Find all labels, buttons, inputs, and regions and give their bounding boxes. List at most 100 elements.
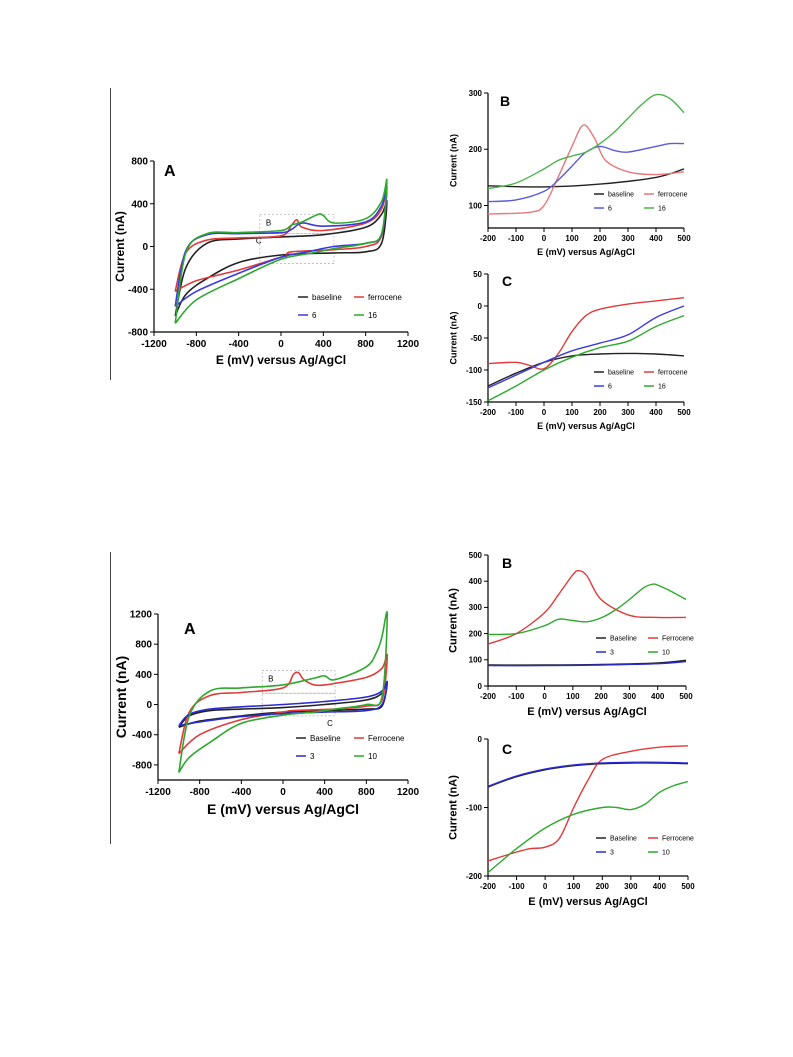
chart-fig1-panel-c: -200 -100 0 100 200 300 400 500 -150 -100 -50 0 50 E … [448, 270, 691, 431]
legend-label: ferrocene [368, 293, 402, 302]
y-tick-label: -100 [466, 803, 483, 812]
y-tick-label: 200 [469, 145, 483, 154]
legend-label: 10 [368, 752, 377, 761]
legend-label: 3 [610, 849, 614, 856]
inset-box-b [259, 214, 335, 235]
legend-label: 16 [658, 205, 666, 212]
y-tick-label: -800 [132, 760, 152, 771]
y-axis-label: Current (nA) [448, 134, 458, 187]
x-tick-label: -200 [480, 408, 497, 417]
y-axis-label: Current (nA) [447, 775, 459, 840]
x-axis-label: E (mV) versus Ag/AgCl [537, 421, 635, 431]
annotation-c: C [327, 719, 333, 728]
legend-label: Baseline [610, 835, 637, 842]
y-tick-label: 400 [469, 577, 483, 586]
y-axis-label: Current (nA) [113, 211, 127, 282]
x-tick-label: -100 [508, 408, 525, 417]
series-line-baseline [487, 352, 685, 387]
annotation-c: C [256, 237, 262, 246]
chart-fig1-panel-b: -200 -100 0 100 200 300 400 500 100 200 300 E (mV) … [448, 89, 691, 257]
y-tick-label: -400 [128, 285, 148, 296]
panel-label: C [502, 741, 512, 757]
legend-label: baseline [608, 369, 634, 376]
series-line-ferrocene [178, 653, 388, 755]
x-tick-label: 0 [278, 339, 284, 350]
x-tick-label: 300 [624, 882, 638, 891]
series-line-ferrocene [487, 124, 685, 215]
series-line-ferrocene [174, 185, 388, 293]
y-tick-label: 400 [131, 199, 148, 210]
x-tick-label: -100 [508, 692, 525, 701]
x-tick-label: -800 [190, 787, 210, 798]
legend-label: Ferrocene [662, 635, 694, 642]
legend-label: 6 [608, 205, 612, 212]
panel-label: A [184, 621, 196, 638]
y-axis-label: Current (nA) [447, 588, 459, 653]
series-line-baseline [487, 168, 685, 188]
chart-fig2-panel-a: -1200 -800 -400 0 400 800 1200 -800 -400 0 400 800 1… [113, 610, 420, 818]
x-tick-label: 400 [651, 692, 665, 701]
x-tick-label: 500 [679, 692, 693, 701]
x-tick-label: 100 [565, 234, 579, 243]
y-tick-label: 0 [478, 735, 483, 744]
left-divider-2 [110, 552, 111, 844]
x-tick-label: -800 [186, 339, 206, 350]
legend-label: ferrocene [658, 369, 688, 376]
x-tick-label: -200 [480, 692, 497, 701]
x-tick-label: -200 [480, 882, 497, 891]
x-tick-label: 0 [543, 882, 548, 891]
series-line-10 [487, 780, 689, 874]
legend-label: ferrocene [658, 191, 688, 198]
x-axis-label: E (mV) versus Ag/AgCl [207, 801, 359, 817]
x-tick-label: 200 [596, 882, 610, 891]
y-tick-label: 500 [469, 551, 483, 560]
x-tick-label: 400 [653, 882, 667, 891]
legend-label: Ferrocene [662, 835, 694, 842]
series-line-3 [178, 680, 388, 727]
x-tick-label: 200 [593, 408, 607, 417]
y-tick-label: -150 [466, 398, 483, 407]
x-tick-label: 300 [621, 408, 635, 417]
left-divider-1 [110, 88, 111, 380]
x-tick-label: 200 [594, 692, 608, 701]
annotation-b: B [268, 675, 273, 684]
annotation-b: B [266, 218, 271, 227]
legend-label: baseline [312, 293, 342, 302]
x-tick-label: -400 [229, 339, 249, 350]
series-line-10 [178, 611, 388, 773]
x-tick-label: 1200 [397, 339, 420, 350]
series-line-16 [487, 93, 685, 190]
y-tick-label: -50 [470, 334, 482, 343]
legend-label: 10 [662, 849, 670, 856]
x-tick-label: 0 [542, 408, 547, 417]
y-tick-label: 1200 [130, 610, 153, 621]
y-tick-label: 800 [131, 157, 148, 168]
series-line-ferrocene [487, 745, 689, 862]
y-tick-label: -400 [132, 730, 152, 741]
chart-fig2-panel-b: -200 -100 0 100 200 300 400 500 0 100 200 300 400 500… [447, 551, 694, 718]
x-tick-label: 400 [316, 787, 333, 798]
x-tick-label: -200 [480, 234, 497, 243]
x-tick-label: 400 [649, 408, 663, 417]
legend-label: 10 [662, 649, 670, 656]
x-axis-label: E (mV) versus Ag/AgCl [528, 896, 647, 908]
inset-box-c [261, 692, 336, 717]
series-line-3 [487, 761, 689, 787]
x-tick-label: 500 [677, 234, 691, 243]
x-tick-label: -1200 [145, 787, 171, 798]
y-tick-label: -100 [466, 366, 483, 375]
y-tick-label: 200 [469, 629, 483, 638]
series-line-6 [174, 185, 388, 307]
legend-label: Baseline [610, 635, 637, 642]
x-tick-label: 400 [649, 234, 663, 243]
x-tick-label: 0 [280, 787, 286, 798]
legend-label: baseline [608, 191, 634, 198]
chart-fig1-panel-a: -1200 -800 -400 0 400 800 1200-800-4000400800E… [113, 157, 420, 368]
x-tick-label: 400 [315, 339, 332, 350]
y-tick-label: 50 [473, 270, 482, 279]
x-tick-label: -100 [509, 882, 526, 891]
x-tick-label: 500 [677, 408, 691, 417]
legend-label: Ferrocene [368, 734, 405, 743]
x-tick-label: -100 [508, 234, 525, 243]
y-tick-label: 400 [135, 670, 152, 681]
